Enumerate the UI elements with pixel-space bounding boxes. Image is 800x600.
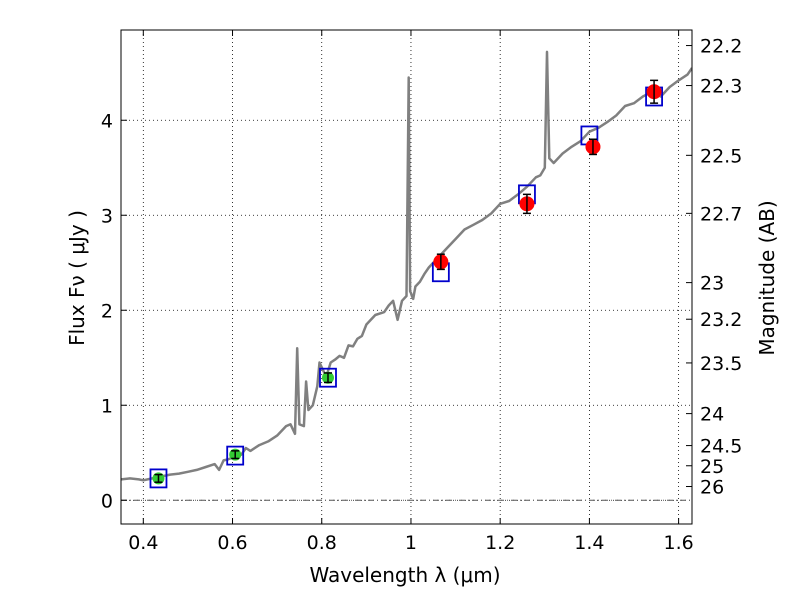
right-tick-label: 24.5 (700, 436, 742, 458)
series-layer (121, 50, 692, 489)
model-photometry-square (226, 445, 245, 466)
right-tick-label: 22.7 (700, 203, 742, 225)
y-tick-label: 0 (101, 490, 113, 512)
y-tick-label: 3 (101, 205, 113, 227)
right-tick-label: 23 (700, 273, 724, 295)
right-tick-label: 22.3 (700, 76, 742, 98)
y-axis-label: Flux Fν ( μJy ) (65, 210, 89, 346)
y-tick-label: 1 (101, 395, 113, 417)
x-axis-label: Wavelength λ (μm) (309, 563, 500, 587)
x-tick-label: 0.8 (307, 532, 337, 554)
model-photometry-square (319, 367, 337, 388)
right-tick-label: 23.5 (700, 353, 742, 375)
x-tick-label: 1.2 (485, 532, 515, 554)
spectrum-line (121, 50, 692, 482)
right-tick-label: 23.2 (700, 309, 742, 331)
x-tick-label: 0.6 (217, 532, 247, 554)
y-tick-label: 2 (101, 300, 113, 322)
x-tick-label: 0.4 (128, 532, 158, 554)
right-tick-label: 25 (700, 456, 724, 478)
right-tick-label: 24 (700, 404, 724, 426)
x-tick-label: 1 (405, 532, 417, 554)
axis-ticks: 0.4 0.6 0.8 1 1.2 1.4 1.60123422.222.322.522.7… (101, 30, 742, 554)
plot-frame (120, 29, 693, 525)
right-tick-label: 22.5 (700, 145, 742, 167)
right-tick-label: 26 (700, 477, 724, 499)
right-axis-label: Magnitude (AB) (755, 200, 779, 355)
right-tick-label: 22.2 (700, 36, 742, 58)
model-photometry-square (149, 468, 168, 489)
x-tick-label: 1.4 (574, 532, 604, 554)
x-tick-label: 1.6 (664, 532, 694, 554)
y-tick-label: 4 (101, 110, 113, 132)
